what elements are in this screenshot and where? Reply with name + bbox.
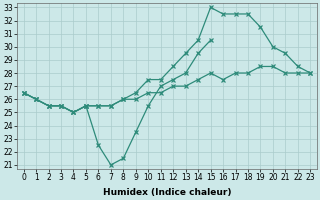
X-axis label: Humidex (Indice chaleur): Humidex (Indice chaleur) xyxy=(103,188,231,197)
